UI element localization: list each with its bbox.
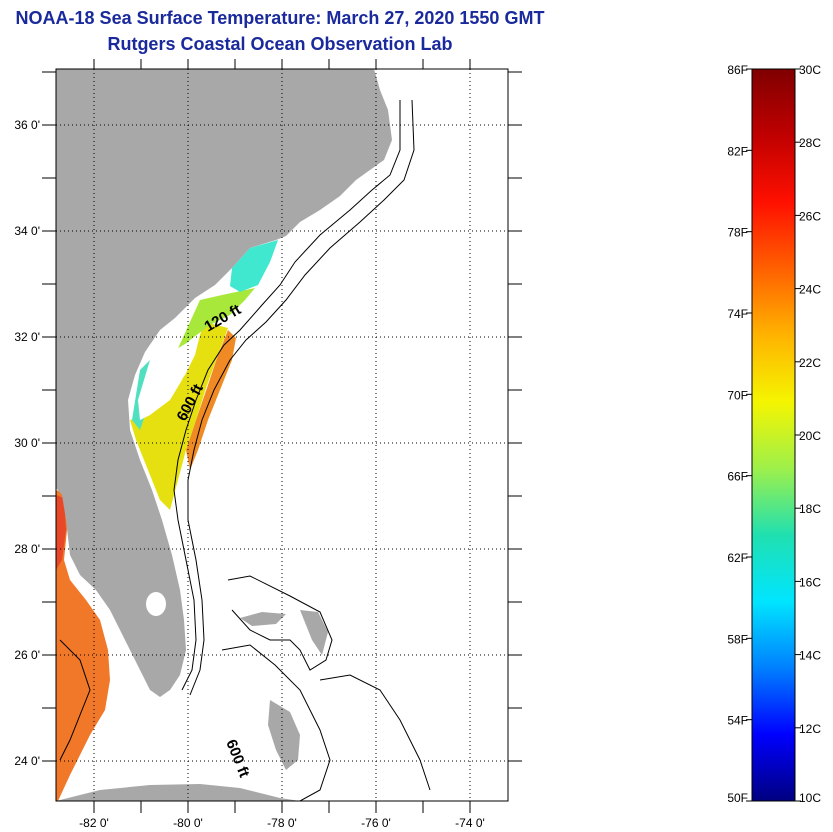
lon-label: -74 0' — [455, 816, 485, 830]
map-area — [56, 69, 508, 801]
colorbar-label-f: 74F — [727, 307, 748, 321]
colorbar-label-c: 20C — [799, 429, 821, 443]
contour-120ft — [173, 100, 401, 691]
land-cuba — [56, 784, 300, 801]
colorbar-label-f: 50F — [727, 791, 748, 805]
lat-label: 34 0' — [14, 224, 40, 238]
colorbar-label-f: 78F — [727, 226, 748, 240]
colorbar-label-f: 70F — [727, 388, 748, 402]
lake-okeechobee — [146, 592, 166, 616]
atlantic-sst-green — [175, 288, 255, 355]
cloud-mask — [138, 335, 200, 420]
lon-label: -78 0' — [267, 816, 297, 830]
colorbar — [751, 68, 796, 802]
colorbar-label-f: 62F — [727, 551, 748, 565]
axis-labels: 36 0' 34 0' 32 0' 30 0' 28 0' 26 0' 24 0' -82 0… — [14, 118, 484, 830]
lon-label: -76 0' — [361, 816, 391, 830]
colorbar-labels: 86F 82F 78F 74F 70F 66F 62F 58F 54F 50F 30C 28C 26C 2… — [727, 63, 821, 805]
colorbar-label-c: 28C — [799, 136, 821, 150]
land-abaco — [300, 610, 328, 655]
contour-bahamas-south — [221, 644, 331, 801]
atlantic-sst-yellow — [130, 322, 228, 510]
contour-bahamas — [227, 575, 333, 671]
lat-label: 32 0' — [14, 330, 40, 344]
atlantic-sst-cyan — [230, 240, 278, 292]
colorbar-label-f: 86F — [727, 63, 748, 77]
colorbar-label-c: 12C — [799, 722, 821, 736]
lat-label: 28 0' — [14, 542, 40, 556]
colorbar-label-f: 82F — [727, 144, 748, 158]
gulf-sst-warm-strip — [56, 495, 66, 570]
colorbar-label-c: 24C — [799, 283, 821, 297]
colorbar-label-c: 14C — [799, 649, 821, 663]
lat-label: 30 0' — [14, 436, 40, 450]
map-subtitle: Rutgers Coastal Ocean Observation Lab — [107, 34, 453, 54]
land-us — [56, 69, 392, 697]
colorbar-label-c: 22C — [799, 356, 821, 370]
gulf-sst-swath — [56, 490, 110, 801]
colorbar-label-f: 58F — [727, 632, 748, 646]
lat-label: 24 0' — [14, 754, 40, 768]
colorbar-label-c: 26C — [799, 209, 821, 223]
colorbar-label-f: 66F — [727, 470, 748, 484]
contour-gulf — [59, 639, 91, 761]
contour-bahamas-east — [319, 674, 431, 791]
lat-label: 26 0' — [14, 648, 40, 662]
land-grand-bahama — [240, 612, 286, 626]
map-title: NOAA-18 Sea Surface Temperature: March 2… — [15, 8, 545, 28]
graticule — [56, 69, 508, 801]
lon-label: -82 0' — [79, 816, 109, 830]
colorbar-label-f: 54F — [727, 714, 748, 728]
land-andros — [268, 700, 300, 770]
colorbar-label-c: 10C — [799, 791, 821, 805]
colorbar-ticks — [746, 68, 801, 802]
contour-600ft — [187, 99, 415, 696]
lon-label: -80 0' — [173, 816, 203, 830]
colorbar-label-c: 16C — [799, 575, 821, 589]
colorbar-label-c: 30C — [799, 63, 821, 77]
axis-ticks — [42, 59, 522, 813]
lat-label: 36 0' — [14, 118, 40, 132]
colorbar-label-c: 18C — [799, 502, 821, 516]
